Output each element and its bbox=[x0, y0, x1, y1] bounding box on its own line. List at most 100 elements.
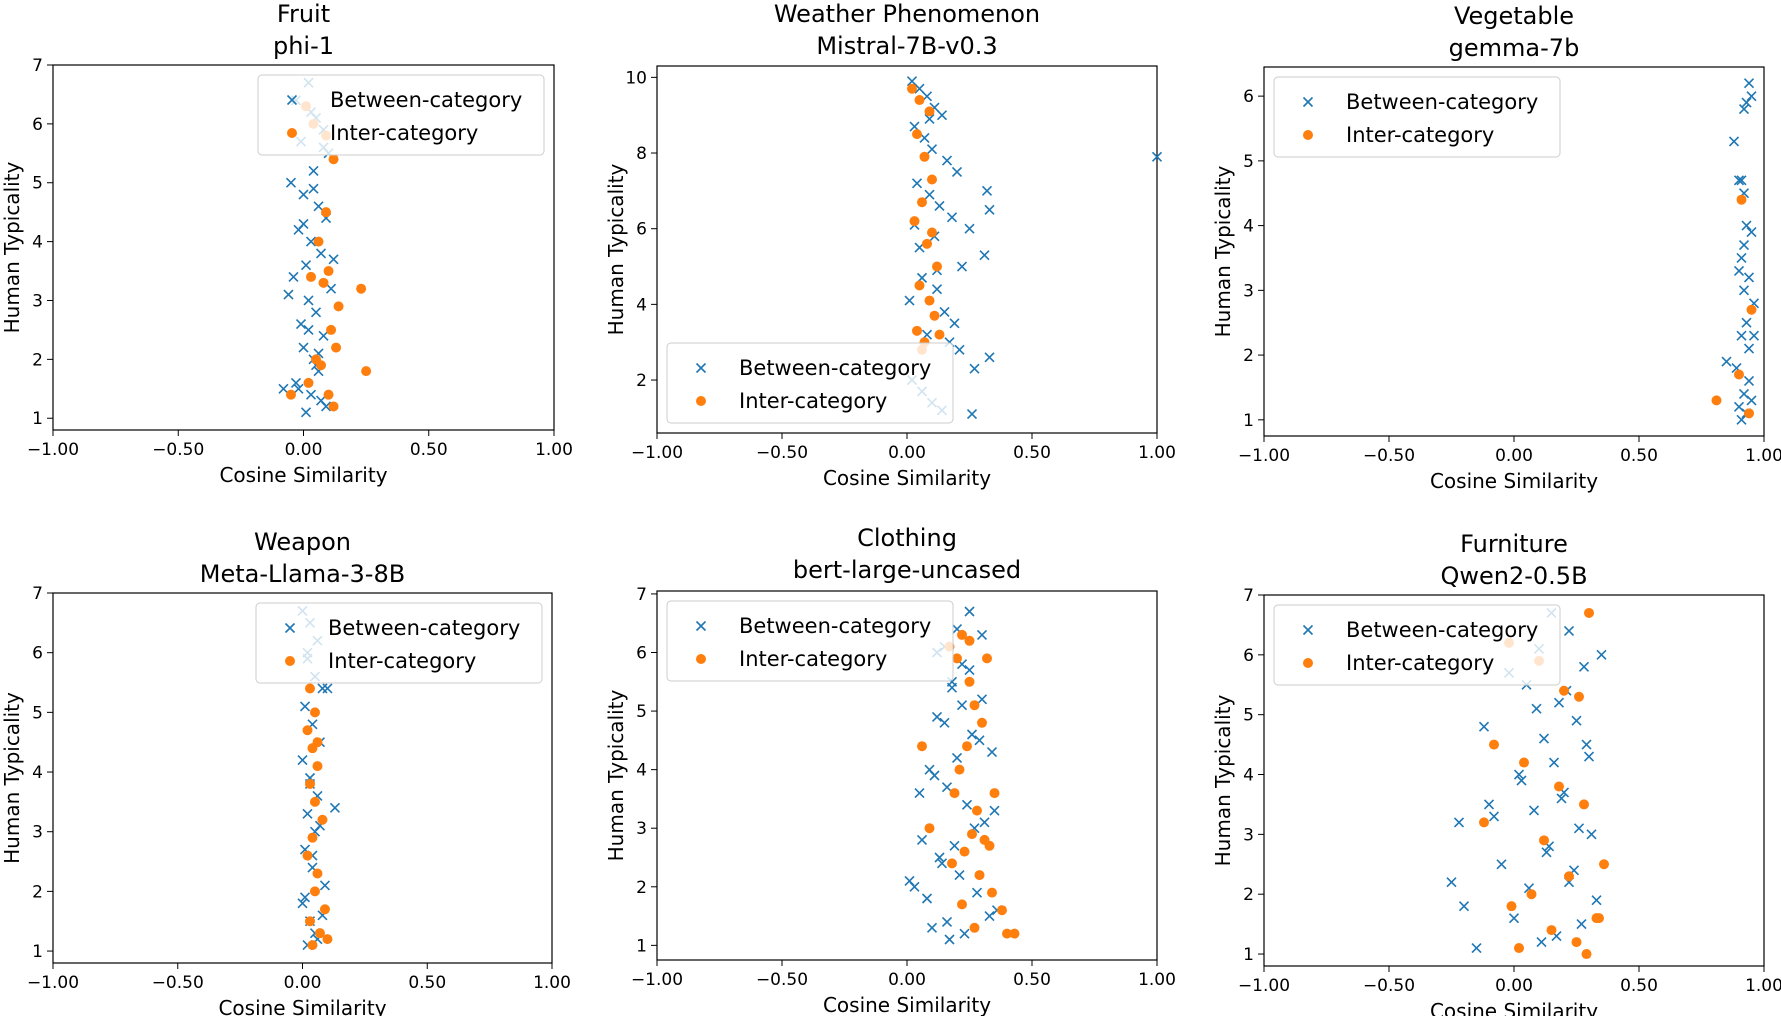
x-tick-label: 1.00 bbox=[535, 440, 573, 460]
y-tick-label: 1 bbox=[32, 942, 43, 962]
legend-marker-between bbox=[286, 94, 298, 106]
inter-category-point bbox=[924, 106, 935, 117]
between-category-point bbox=[906, 76, 918, 87]
legend-label-inter: Inter-category bbox=[1346, 123, 1494, 147]
chart-panel-2: Weather Phenomenon Mistral-7B-v0.3 −1.00 −0… bbox=[604, 0, 1176, 490]
between-category-point bbox=[1581, 739, 1592, 750]
legend-label-inter: Inter-category bbox=[1346, 651, 1494, 675]
between-category-point bbox=[1538, 733, 1550, 744]
between-category-point bbox=[1721, 356, 1732, 367]
between-category-point bbox=[959, 928, 970, 939]
between-category-point bbox=[1736, 414, 1747, 425]
y-tick-label: 2 bbox=[32, 350, 43, 370]
inter-category-point bbox=[932, 261, 942, 272]
inter-category-point bbox=[912, 325, 922, 336]
between-category-point bbox=[956, 261, 968, 272]
x-tick-label: −0.50 bbox=[756, 443, 808, 463]
between-category-point bbox=[1591, 895, 1602, 906]
inter-category-point bbox=[982, 653, 992, 664]
between-category-point bbox=[926, 922, 938, 933]
between-category-point bbox=[954, 344, 965, 355]
x-axis-label: Cosine Similarity bbox=[823, 466, 991, 490]
between-category-point bbox=[317, 683, 328, 694]
between-category-point bbox=[984, 352, 995, 363]
between-category-point bbox=[1738, 285, 1750, 296]
between-category-point bbox=[946, 682, 958, 693]
legend-label-between: Between-category bbox=[330, 88, 522, 112]
x-tick-label: −0.50 bbox=[1363, 446, 1415, 466]
y-tick-label: 6 bbox=[32, 115, 43, 135]
between-category-point bbox=[984, 204, 995, 215]
between-category-point bbox=[949, 840, 960, 851]
legend: Between-category Inter-category bbox=[666, 342, 954, 424]
between-category-point bbox=[1743, 272, 1755, 283]
legend-label-inter: Inter-category bbox=[330, 121, 478, 145]
between-category-point bbox=[931, 711, 943, 722]
inter-category-point bbox=[1736, 194, 1747, 205]
between-category-point bbox=[974, 735, 985, 746]
between-category-point bbox=[989, 805, 1000, 816]
inter-category-point bbox=[987, 887, 997, 898]
inter-category-point bbox=[1564, 871, 1574, 882]
inter-category-point bbox=[969, 922, 980, 933]
between-category-point bbox=[298, 218, 309, 230]
between-category-point bbox=[310, 307, 322, 318]
between-category-point bbox=[1496, 859, 1507, 870]
legend-marker-inter bbox=[285, 656, 295, 666]
inter-category-point bbox=[328, 401, 339, 412]
inter-category-point bbox=[1002, 928, 1012, 939]
between-category-point bbox=[1736, 175, 1747, 186]
legend-box bbox=[1273, 76, 1561, 158]
legend-label-between: Between-category bbox=[739, 356, 931, 380]
y-tick-label: 2 bbox=[32, 882, 43, 902]
between-category-point bbox=[1578, 661, 1590, 672]
inter-category-point bbox=[309, 796, 320, 807]
between-category-point bbox=[914, 788, 925, 799]
legend-marker-between bbox=[284, 622, 296, 634]
legend-label-inter: Inter-category bbox=[739, 647, 887, 671]
between-category-point bbox=[1583, 751, 1595, 762]
between-category-point bbox=[976, 629, 988, 640]
between-category-point bbox=[293, 383, 304, 394]
legend-marker-between bbox=[695, 362, 707, 374]
between-category-point bbox=[949, 318, 960, 329]
between-category-point bbox=[941, 782, 953, 793]
between-category-point bbox=[1736, 330, 1747, 341]
between-category-point bbox=[924, 113, 935, 125]
inter-category-point bbox=[964, 635, 975, 646]
inter-category-point bbox=[1519, 757, 1529, 768]
between-category-point bbox=[1483, 799, 1495, 810]
y-tick-label: 6 bbox=[636, 220, 647, 240]
between-category-point bbox=[966, 409, 978, 420]
inter-category-point bbox=[1584, 607, 1594, 618]
inter-category-point bbox=[307, 832, 318, 843]
between-category-point bbox=[931, 284, 943, 295]
inter-category-point bbox=[1539, 835, 1549, 846]
inter-category-point bbox=[919, 151, 930, 162]
between-category-point bbox=[298, 342, 309, 353]
x-tick-label: −1.00 bbox=[27, 973, 79, 993]
between-category-point bbox=[1478, 721, 1490, 732]
between-category-point bbox=[1576, 919, 1587, 930]
x-axis-label: Cosine Similarity bbox=[1430, 469, 1598, 493]
inter-category-point bbox=[989, 788, 1000, 799]
between-category-point bbox=[1541, 847, 1552, 858]
between-category-point bbox=[1733, 175, 1745, 186]
chart-title: Furniture bbox=[1460, 530, 1568, 558]
inter-category-point bbox=[302, 850, 313, 861]
inter-category-point bbox=[927, 227, 937, 238]
y-tick-label: 7 bbox=[32, 56, 43, 76]
y-tick-label: 8 bbox=[636, 144, 647, 164]
inter-category-point bbox=[322, 934, 333, 945]
between-category-point bbox=[1728, 136, 1740, 147]
inter-category-point bbox=[1744, 408, 1754, 419]
between-category-point bbox=[939, 306, 950, 317]
between-category-point bbox=[300, 260, 312, 271]
between-category-point bbox=[904, 295, 915, 306]
x-tick-label: 0.50 bbox=[1013, 970, 1051, 990]
between-category-point bbox=[305, 236, 317, 247]
between-category-point bbox=[283, 289, 294, 300]
x-axis-label: Cosine Similarity bbox=[823, 993, 991, 1016]
between-category-point bbox=[1741, 317, 1752, 328]
inter-category-point bbox=[969, 700, 980, 711]
